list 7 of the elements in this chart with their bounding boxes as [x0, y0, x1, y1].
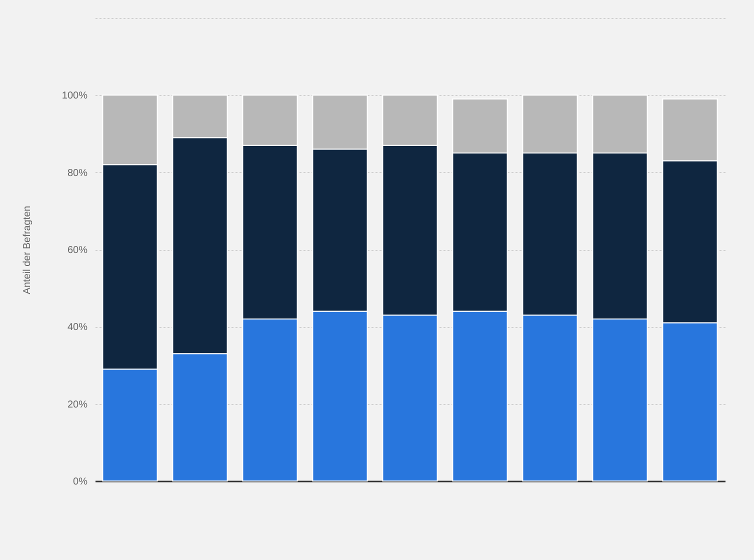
y-tick-label: 40%: [67, 322, 88, 334]
y-tick-label: 0%: [73, 476, 88, 488]
y-tick-label: 100%: [62, 90, 88, 102]
y-tick-label: 80%: [67, 168, 88, 179]
y-axis-title: Anteil der Befragten: [22, 206, 33, 294]
y-tick-label: 20%: [67, 399, 88, 410]
y-tick-label: 60%: [67, 245, 88, 256]
